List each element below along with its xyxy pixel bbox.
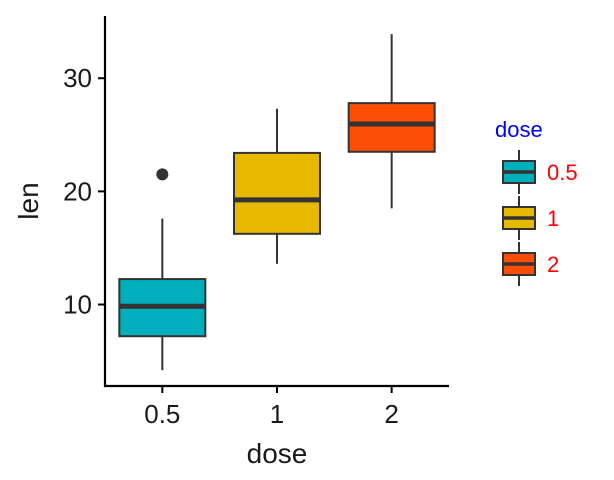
x-axis: 0.5 1 2 xyxy=(104,384,449,429)
y-tick-label: 30 xyxy=(63,63,92,93)
y-tick-label: 10 xyxy=(63,290,92,320)
legend-label: 1 xyxy=(547,206,559,231)
x-axis-title: dose xyxy=(247,438,308,469)
x-tick-label: 0.5 xyxy=(144,399,180,429)
legend-label: 0.5 xyxy=(547,160,578,185)
y-axis-title: len xyxy=(13,182,44,219)
box-1 xyxy=(118,168,207,371)
x-tick-label: 1 xyxy=(270,399,284,429)
legend: dose 0.5 1 2 xyxy=(495,117,578,286)
legend-title: dose xyxy=(495,117,543,142)
y-tick-label: 20 xyxy=(63,176,92,206)
x-tick-label: 2 xyxy=(384,399,398,429)
outlier-point xyxy=(156,168,169,181)
box-iqr xyxy=(233,151,321,235)
plot-area xyxy=(118,34,436,371)
box-iqr xyxy=(347,102,436,153)
y-axis: 10 20 30 xyxy=(63,16,107,387)
legend-key-2 xyxy=(502,196,536,240)
legend-key-1 xyxy=(502,150,536,194)
box-2 xyxy=(233,108,321,264)
legend-label: 2 xyxy=(547,252,559,277)
box-3 xyxy=(347,34,436,209)
legend-key-3 xyxy=(502,242,536,286)
